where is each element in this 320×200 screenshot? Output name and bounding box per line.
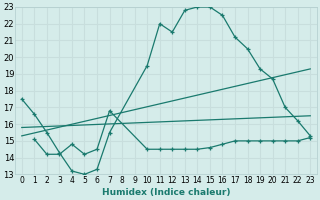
X-axis label: Humidex (Indice chaleur): Humidex (Indice chaleur): [102, 188, 230, 197]
